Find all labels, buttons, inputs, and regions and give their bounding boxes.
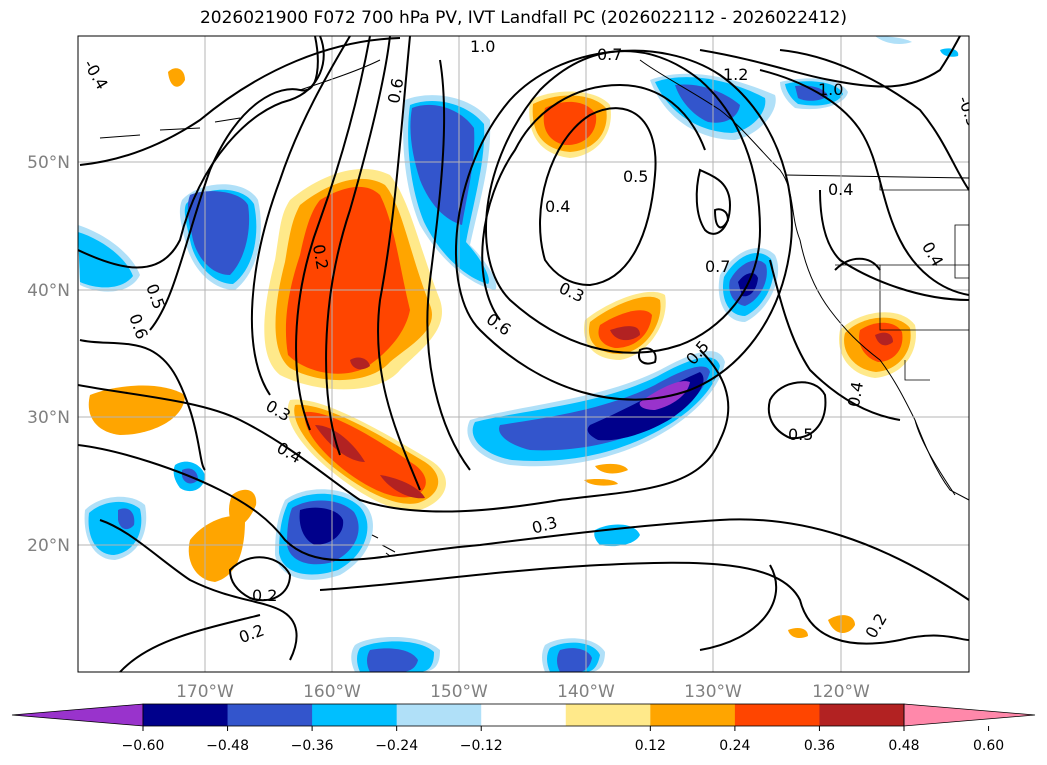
colorbar-tick-label: 0.60 <box>973 738 1004 754</box>
longitude-labels: 170°W 160°W 150°W 140°W 130°W 120°W <box>176 682 870 702</box>
colorbar-tick-label: 0.48 <box>888 738 919 754</box>
contour-label: 0.4 <box>844 380 867 408</box>
lon-label: 120°W <box>812 682 870 702</box>
lon-label: 170°W <box>176 682 234 702</box>
lon-label: 140°W <box>557 682 615 702</box>
lon-label: 130°W <box>684 682 742 702</box>
colorbar-segment <box>143 704 229 726</box>
contour-label: 0.7 <box>597 45 622 64</box>
colorbar-tick-label: 0.24 <box>719 738 750 754</box>
colorbar-segment <box>227 704 313 726</box>
lat-label: 20°N <box>27 536 70 556</box>
colorbar-tick-label: −0.12 <box>460 738 503 754</box>
colorbar-segment <box>650 704 736 726</box>
latitude-labels: 50°N 40°N 30°N 20°N <box>27 153 70 556</box>
colorbar-segment <box>565 704 651 726</box>
contour-label: 0.6 <box>384 77 407 105</box>
contour-label: 1.2 <box>723 65 748 84</box>
plot-title: 2026021900 F072 700 hPa PV, IVT Landfall… <box>199 8 847 28</box>
colorbar-tick-label: −0.36 <box>291 738 334 754</box>
colorbar-tick-label: −0.24 <box>375 738 418 754</box>
lat-label: 30°N <box>27 408 70 428</box>
contour-label: 0.5 <box>623 167 648 186</box>
lat-label: 40°N <box>27 281 70 301</box>
colorbar-segment <box>312 704 398 726</box>
colorbar-tick-label: −0.60 <box>122 738 165 754</box>
contour-label: 0.4 <box>545 197 570 216</box>
contour-label: 0.7 <box>705 257 730 276</box>
map-content: -0.4 1.0 0.7 1.2 1.0 -0.3 0.6 0.5 0.4 0.… <box>78 36 969 672</box>
contour-label: 0.2 <box>252 586 277 605</box>
colorbar-tick-label: 0.36 <box>804 738 835 754</box>
colorbar-segment <box>734 704 820 726</box>
colorbar-segment <box>396 704 482 726</box>
colorbar-segment <box>481 704 567 726</box>
contour-label: 1.0 <box>818 80 843 99</box>
colorbar-extend-high <box>903 703 1036 727</box>
contour-label: 0.4 <box>828 180 853 199</box>
graticule <box>78 36 969 672</box>
colorbar-tick-label: 0.12 <box>635 738 666 754</box>
lon-label: 160°W <box>303 682 361 702</box>
lon-label: 150°W <box>430 682 488 702</box>
colorbar: −0.60 −0.48 −0.36 −0.24 −0.12 0.12 0.24 0.36 0.4… <box>11 703 1036 754</box>
contour-label: 0.2 <box>309 243 332 271</box>
colorbar-outline <box>142 703 905 727</box>
lat-label: 50°N <box>27 153 70 173</box>
map-frame <box>77 35 970 673</box>
colorbar-tick-label: −0.48 <box>206 738 249 754</box>
contour-label: 0.5 <box>788 425 813 444</box>
contour-label: 1.0 <box>470 37 495 56</box>
shading-layer <box>78 36 959 672</box>
colorbar-extend-low <box>11 703 144 727</box>
ivt-contours <box>78 36 969 672</box>
colorbar-segment <box>819 704 905 726</box>
